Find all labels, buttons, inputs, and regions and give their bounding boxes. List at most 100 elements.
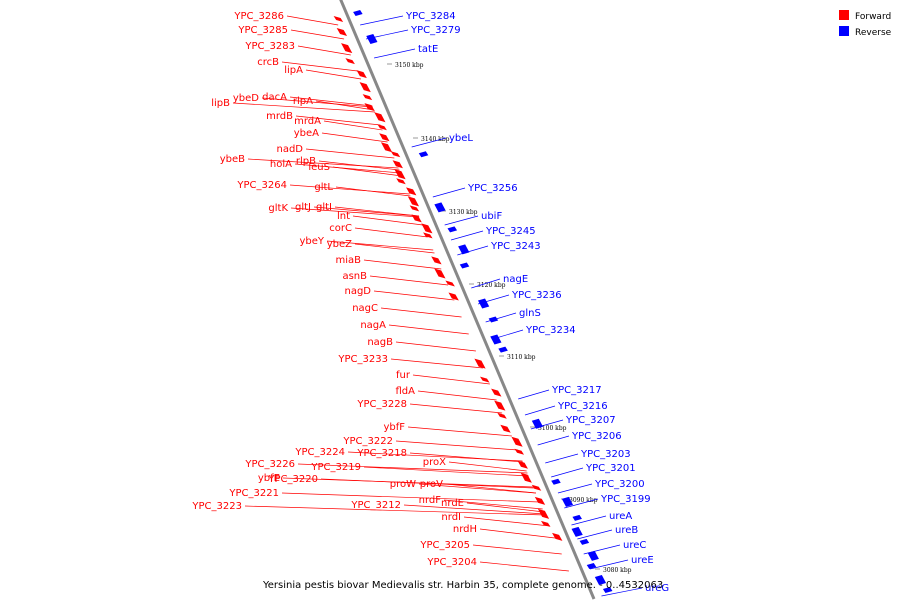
leader-line	[261, 97, 373, 108]
leader-line	[232, 102, 375, 113]
forward-gene-label: YPC_3222	[342, 436, 393, 447]
leader-line	[564, 498, 599, 509]
forward-gene	[500, 424, 511, 433]
leader-line	[305, 148, 395, 159]
forward-gene-label: leuS	[308, 162, 330, 173]
forward-gene-label: asnB	[342, 271, 367, 282]
reverse-gene	[571, 526, 583, 537]
leader-line	[557, 483, 593, 494]
reverse-gene	[551, 478, 561, 485]
forward-gene	[434, 268, 446, 279]
leader-line	[320, 478, 534, 489]
forward-gene-label: nrdE	[441, 498, 464, 509]
tick-label: 3130 kbp	[449, 209, 478, 216]
leader-line	[297, 45, 351, 56]
forward-gene	[374, 112, 386, 123]
forward-gene	[406, 187, 417, 196]
reverse-gene	[602, 586, 613, 593]
forward-gene	[380, 142, 393, 153]
forward-gene-label: nagC	[352, 303, 378, 314]
forward-gene	[421, 223, 433, 234]
forward-gene-label: proV	[420, 479, 443, 490]
forward-gene	[552, 532, 563, 541]
forward-gene	[409, 205, 420, 212]
leader-line	[589, 559, 629, 570]
forward-gene	[534, 496, 546, 505]
leader-line	[281, 61, 358, 72]
reverse-gene	[498, 346, 508, 353]
leader-line	[244, 505, 546, 516]
leader-line	[363, 259, 442, 270]
reverse-gene-label: ybeL	[449, 133, 473, 144]
leader-line	[530, 419, 564, 430]
tick-label: 3110 kbp	[507, 354, 536, 361]
reverse-gene	[586, 562, 597, 569]
forward-gene-label: proX	[423, 457, 446, 468]
forward-gene	[336, 28, 348, 37]
forward-gene-label: YPC_3204	[426, 557, 477, 568]
forward-gene-label: nrdI	[441, 512, 461, 523]
forward-gene	[379, 133, 390, 142]
forward-gene-label: gltI	[316, 202, 332, 213]
leader-line	[583, 544, 621, 555]
forward-gene-label: proW	[390, 479, 416, 490]
forward-gene-label: mrdB	[266, 111, 293, 122]
reverse-gene	[447, 226, 458, 233]
leader-line	[289, 96, 373, 107]
forward-gene-label: YPC_3285	[237, 25, 288, 36]
reverse-gene	[458, 244, 470, 255]
reverse-gene-label: glnS	[519, 308, 541, 319]
legend-forward-swatch	[839, 10, 849, 20]
reverse-gene-label: YPC_3199	[600, 494, 651, 505]
forward-gene-label: gltK	[268, 203, 288, 214]
leader-line	[479, 561, 569, 572]
reverse-gene	[353, 10, 363, 17]
forward-gene	[511, 436, 523, 447]
reverse-gene	[418, 151, 429, 158]
forward-gene-label: ybfF	[383, 422, 405, 433]
leader-line	[417, 390, 497, 401]
leader-line	[537, 435, 570, 446]
reverse-gene-label: YPC_3236	[511, 290, 562, 301]
reverse-gene-label: YPC_3217	[551, 385, 602, 396]
leader-line	[380, 307, 462, 318]
reverse-gene-label: YPC_3279	[410, 25, 461, 36]
forward-gene	[480, 376, 490, 383]
forward-gene	[356, 70, 367, 79]
reverse-gene-label: YPC_3234	[525, 325, 576, 336]
leader-line	[334, 206, 419, 217]
genome-caption: Yersinia pestis biovar Medievalis str. H…	[262, 580, 663, 591]
leader-line	[448, 461, 527, 472]
forward-gene-label: nrdH	[453, 524, 477, 535]
reverse-gene-label: YPC_3284	[405, 11, 456, 22]
reverse-gene-label: ureA	[609, 511, 632, 522]
forward-gene	[407, 196, 420, 207]
forward-gene-label: lipA	[284, 65, 303, 76]
leader-line	[403, 504, 545, 515]
forward-gene	[520, 472, 532, 483]
forward-gene-label: YPC_3228	[356, 399, 407, 410]
forward-gene-label: ybeA	[294, 128, 319, 139]
forward-gene-label: nagB	[367, 337, 393, 348]
reverse-gene-label: ureB	[615, 525, 638, 536]
forward-gene	[497, 412, 507, 419]
leader-line	[352, 215, 423, 226]
forward-gene	[474, 358, 486, 369]
forward-gene-label: lipB	[211, 98, 230, 109]
leader-line	[281, 492, 540, 503]
reverse-gene	[594, 574, 607, 585]
leader-line	[601, 587, 643, 597]
forward-gene	[448, 292, 459, 301]
leader-line	[472, 544, 562, 555]
reverse-gene-label: YPC_3245	[485, 226, 536, 237]
forward-gene-label: gltL	[314, 182, 333, 193]
leader-line	[315, 100, 375, 111]
forward-gene-label: gltJ	[295, 202, 311, 213]
forward-gene	[345, 58, 355, 65]
leader-line	[457, 245, 489, 256]
leader-line	[395, 341, 476, 352]
forward-gene-label: miaB	[335, 255, 361, 266]
reverse-gene-label: YPC_3206	[571, 431, 622, 442]
reverse-gene	[490, 334, 502, 345]
